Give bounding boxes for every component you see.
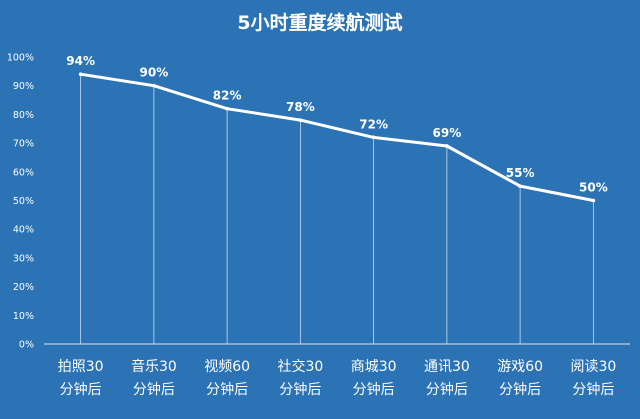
data-point	[371, 135, 376, 140]
data-label: 90%	[140, 66, 169, 80]
data-label: 94%	[66, 54, 95, 68]
data-label: 69%	[433, 126, 462, 140]
x-tick-label: 分钟后	[572, 381, 614, 398]
data-point	[591, 198, 596, 203]
x-tick-label: 游戏60	[497, 359, 543, 375]
y-tick-label: 20%	[13, 282, 34, 293]
x-tick-label: 分钟后	[426, 381, 468, 398]
x-tick-label: 通讯30	[424, 359, 470, 375]
x-tick-label: 分钟后	[133, 381, 175, 398]
data-point	[518, 184, 522, 188]
x-tick-label: 分钟后	[279, 381, 321, 398]
y-tick-label: 70%	[13, 139, 34, 150]
data-point	[225, 106, 229, 111]
series-line-group	[78, 72, 596, 203]
y-tick-label: 10%	[13, 311, 34, 322]
data-point	[78, 72, 83, 77]
data-labels: 94% 90% 82% 78% 72% 69% 55% 50%	[66, 54, 607, 194]
x-tick-label: 分钟后	[353, 381, 395, 398]
x-tick-label: 拍照30	[58, 359, 104, 375]
y-tick-label: 50%	[13, 196, 34, 207]
x-tick-labels: 拍照30 分钟后 音乐30 分钟后 视频60 分钟后 社交30 分钟后 商城30 分钟后 通讯30 分…	[58, 358, 617, 398]
x-tick-label: 分钟后	[60, 381, 102, 398]
series-line	[79, 72, 595, 202]
y-tick-label: 40%	[13, 225, 34, 236]
data-label: 72%	[359, 117, 388, 131]
data-label: 55%	[506, 166, 535, 180]
y-tick-label: 60%	[13, 167, 34, 178]
x-tick-label: 商城30	[351, 359, 397, 375]
data-label: 78%	[286, 100, 315, 114]
drop-lines	[80, 74, 594, 344]
x-tick-label: 分钟后	[499, 381, 541, 398]
y-tick-labels: 0% 10% 20% 30% 40% 50% 60% 70% 80% 90% 100%	[7, 53, 34, 351]
data-point	[298, 118, 303, 122]
chart-title: 5小时重度续航测试	[237, 11, 402, 34]
x-tick-label: 阅读30	[570, 358, 616, 375]
y-tick-label: 80%	[13, 110, 34, 121]
x-tick-label: 视频60	[204, 359, 250, 375]
y-tick-label: 0%	[19, 340, 34, 351]
data-label: 50%	[579, 181, 608, 195]
x-tick-label: 分钟后	[206, 381, 248, 398]
x-tick-label: 社交30	[277, 358, 323, 375]
data-label: 82%	[213, 89, 242, 103]
data-point	[445, 144, 449, 148]
y-tick-label: 100%	[7, 53, 34, 64]
y-tick-label: 30%	[13, 253, 34, 264]
x-tick-label: 音乐30	[131, 358, 177, 375]
data-point	[152, 83, 156, 88]
y-tick-label: 90%	[13, 81, 34, 92]
